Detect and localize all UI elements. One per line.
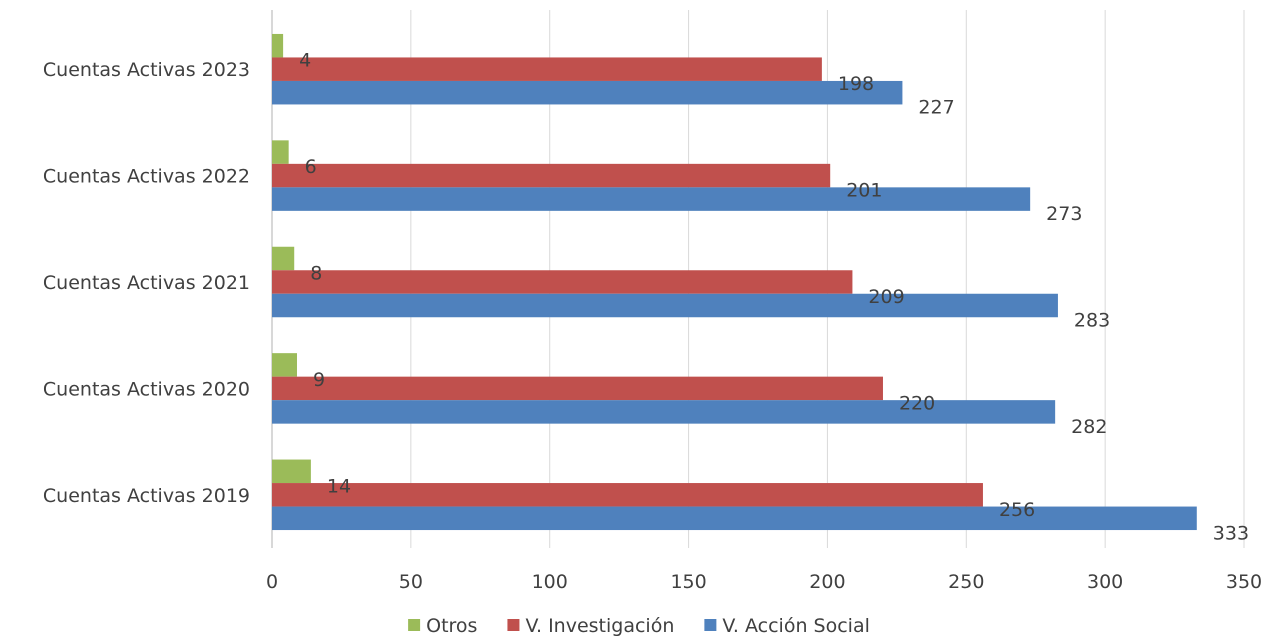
data-label: 201 — [846, 180, 882, 202]
bar-v-acci-n-social — [272, 80, 903, 105]
bar-v-investigaci-n — [272, 376, 883, 401]
data-label: 198 — [838, 73, 874, 95]
bar-v-investigaci-n — [272, 57, 822, 81]
data-label: 8 — [310, 263, 322, 285]
data-label: 256 — [999, 499, 1035, 521]
bar-v-investigaci-n — [272, 483, 983, 507]
x-tick-label: 300 — [1087, 571, 1123, 593]
legend-swatch — [704, 619, 717, 631]
bar-otros — [272, 33, 284, 58]
data-label: 4 — [299, 50, 311, 72]
bar-otros — [272, 246, 295, 271]
x-axis-ticks: 0 50 100 150 200 250 300 350 — [266, 571, 1262, 593]
legend-swatch — [408, 619, 421, 631]
legend: Otros V. Investigación V. Acción Social — [408, 615, 870, 637]
bar-v-acci-n-social — [272, 400, 1056, 424]
bar-v-acci-n-social — [272, 187, 1031, 211]
category-label: Cuentas Activas 2019 — [43, 485, 250, 507]
data-label: 6 — [305, 156, 317, 178]
x-tick-label: 150 — [670, 571, 706, 593]
data-label: 282 — [1071, 416, 1107, 438]
category-label: Cuentas Activas 2022 — [43, 166, 250, 188]
bars — [272, 33, 1197, 531]
bar-otros — [272, 140, 289, 164]
x-tick-label: 350 — [1226, 571, 1262, 593]
category-labels: Cuentas Activas 2023 Cuentas Activas 2022… — [43, 59, 250, 507]
data-label: 14 — [327, 475, 351, 497]
x-tick-label: 50 — [399, 571, 423, 593]
data-label: 209 — [868, 286, 904, 308]
x-tick-label: 200 — [809, 571, 845, 593]
data-labels: 4 198 227 6 201 273 8 209 283 9 220 282 14 256 333 — [299, 50, 1249, 545]
legend-label: Otros — [426, 615, 477, 637]
data-label: 227 — [918, 97, 954, 119]
category-label: Cuentas Activas 2020 — [43, 378, 250, 400]
legend-swatch — [507, 619, 520, 631]
x-tick-label: 250 — [948, 571, 984, 593]
category-label: Cuentas Activas 2021 — [43, 272, 250, 294]
bar-otros — [272, 459, 311, 484]
category-label: Cuentas Activas 2023 — [43, 59, 250, 81]
bar-v-investigaci-n — [272, 163, 831, 188]
x-tick-label: 100 — [532, 571, 568, 593]
bar-v-acci-n-social — [272, 506, 1197, 531]
bar-v-acci-n-social — [272, 293, 1058, 318]
x-tick-label: 0 — [266, 571, 278, 593]
legend-label: V. Acción Social — [722, 615, 870, 637]
legend-label: V. Investigación — [525, 615, 674, 637]
bar-v-investigaci-n — [272, 270, 853, 294]
data-label: 273 — [1046, 203, 1082, 225]
data-label: 9 — [313, 369, 325, 391]
data-label: 333 — [1213, 522, 1249, 544]
bar-otros — [272, 353, 297, 377]
data-label: 220 — [899, 392, 935, 414]
data-label: 283 — [1074, 310, 1110, 332]
